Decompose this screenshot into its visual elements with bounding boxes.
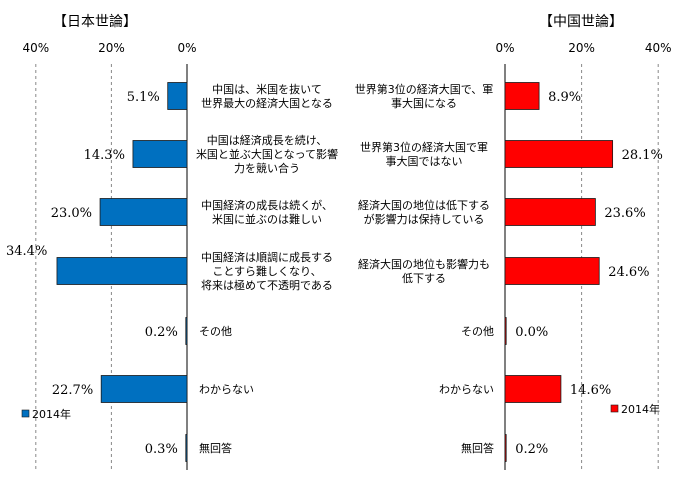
japan-category-label: 無回答 — [199, 441, 232, 455]
china-value-label: 0.0% — [515, 325, 548, 340]
japan-category-label: 中国は経済成長を続け、 — [207, 133, 327, 147]
japan-category-label: ことすら難しくなり、 — [212, 265, 321, 278]
japan-bar — [167, 82, 188, 110]
labels-layer: 40% 20% 0% 0% 20% 40% 5.1% 中国は、米国を抜いて世界最大の経済大国と… — [6, 41, 672, 457]
japan-category-label: 将来は極めて不透明である — [201, 278, 333, 292]
japan-tick-label: 40% — [22, 41, 49, 55]
japan-bar — [185, 434, 188, 462]
japan-category-label: 世界最大の経済大国となる — [201, 96, 333, 110]
china-value-label: 0.2% — [515, 442, 548, 457]
china-category-label: 世界第3位の経済大国で軍 — [360, 140, 488, 154]
china-bar — [504, 82, 540, 110]
china-tick-label: 20% — [568, 41, 595, 55]
china-value-label: 8.9% — [548, 90, 581, 105]
japan-category-label: 中国経済は順調に成長する — [201, 250, 333, 264]
china-category-label: 経済大国の地位も影響力も — [358, 257, 490, 271]
japan-panel-title: 【日本世論】 — [53, 14, 137, 30]
china-legend-label: 2014年 — [621, 402, 660, 416]
japan-category-label: 中国は、米国を抜いて — [212, 82, 322, 96]
japan-bar — [132, 140, 188, 168]
japan-tick-label: 0% — [177, 41, 196, 55]
china-category-label: が影響力は保持している — [364, 212, 485, 226]
japan-category-label: 米国に並ぶのは難しい — [212, 212, 322, 226]
japan-tick-label: 20% — [98, 41, 125, 55]
china-category-label: わからない — [439, 383, 494, 396]
china-category-label: その他 — [461, 325, 494, 338]
japan-value-label: 5.1% — [127, 90, 160, 105]
japan-category-label: 力を競い合う — [234, 161, 300, 175]
china-category-label: 低下する — [402, 272, 446, 285]
china-bar — [504, 198, 596, 226]
japan-bar — [185, 317, 188, 345]
japan-category-label: わからない — [199, 383, 254, 396]
china-category-label: 経済大国の地位は低下する — [358, 198, 490, 212]
china-category-label: 事大国になる — [391, 96, 457, 110]
japan-value-label: 22.7% — [52, 383, 93, 398]
japan-bar — [100, 375, 188, 403]
china-value-label: 14.6% — [570, 383, 611, 398]
japan-value-label: 14.3% — [84, 148, 125, 163]
japan-value-label: 34.4% — [6, 244, 47, 259]
japan-value-label: 0.3% — [145, 442, 178, 457]
japan-bar — [99, 198, 188, 226]
china-tick-label: 40% — [645, 41, 672, 55]
china-value-label: 28.1% — [622, 148, 663, 163]
japan-value-label: 23.0% — [51, 206, 92, 221]
japan-category-label: 中国経済の成長は続くが、 — [201, 198, 333, 212]
japan-bar — [56, 257, 188, 285]
japan-value-label: 0.2% — [145, 325, 178, 340]
china-bar — [504, 434, 507, 462]
china-value-label: 23.6% — [604, 206, 645, 221]
china-bar — [504, 257, 600, 285]
china-legend-swatch — [610, 404, 619, 413]
china-bar — [504, 140, 614, 168]
japan-legend-swatch — [21, 409, 30, 418]
china-tick-label: 0% — [495, 41, 514, 55]
china-bar — [504, 317, 507, 345]
china-bar — [504, 375, 562, 403]
china-category-label: 無回答 — [461, 441, 494, 455]
japan-category-label: その他 — [199, 325, 232, 338]
bars-layer — [21, 82, 619, 462]
japan-legend-label: 2014年 — [32, 407, 71, 421]
china-category-label: 世界第3位の経済大国で、軍 — [355, 82, 494, 96]
china-category-label: 事大国ではない — [386, 154, 463, 168]
japan-category-label: 米国と並ぶ大国となって影響 — [196, 147, 338, 161]
china-panel-title: 【中国世論】 — [539, 14, 623, 30]
china-value-label: 24.6% — [608, 265, 649, 280]
